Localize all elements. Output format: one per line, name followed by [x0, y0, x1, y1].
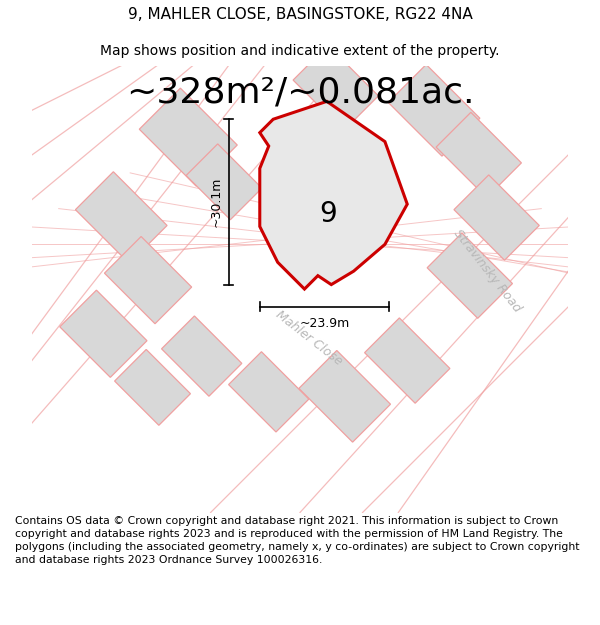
Polygon shape: [260, 101, 407, 289]
Polygon shape: [139, 88, 237, 186]
Text: Mahler Close: Mahler Close: [273, 308, 345, 368]
Polygon shape: [60, 290, 147, 378]
Polygon shape: [104, 236, 191, 324]
Polygon shape: [299, 351, 391, 442]
Text: Map shows position and indicative extent of the property.: Map shows position and indicative extent…: [100, 44, 500, 58]
Text: Contains OS data © Crown copyright and database right 2021. This information is : Contains OS data © Crown copyright and d…: [15, 516, 580, 566]
Polygon shape: [229, 352, 309, 432]
Text: ~30.1m: ~30.1m: [209, 177, 223, 227]
Text: 9, MAHLER CLOSE, BASINGSTOKE, RG22 4NA: 9, MAHLER CLOSE, BASINGSTOKE, RG22 4NA: [128, 7, 472, 22]
Polygon shape: [388, 64, 480, 156]
Polygon shape: [115, 349, 190, 425]
Polygon shape: [436, 112, 521, 198]
Text: 9: 9: [320, 200, 337, 228]
Polygon shape: [186, 144, 262, 220]
Polygon shape: [293, 45, 379, 131]
Polygon shape: [161, 316, 242, 396]
Polygon shape: [365, 318, 450, 403]
Polygon shape: [76, 172, 167, 263]
Text: Stravinsky Road: Stravinsky Road: [451, 228, 524, 315]
Text: ~328m²/~0.081ac.: ~328m²/~0.081ac.: [126, 76, 474, 109]
Polygon shape: [454, 175, 539, 260]
Polygon shape: [427, 233, 512, 318]
Text: ~23.9m: ~23.9m: [299, 316, 350, 329]
